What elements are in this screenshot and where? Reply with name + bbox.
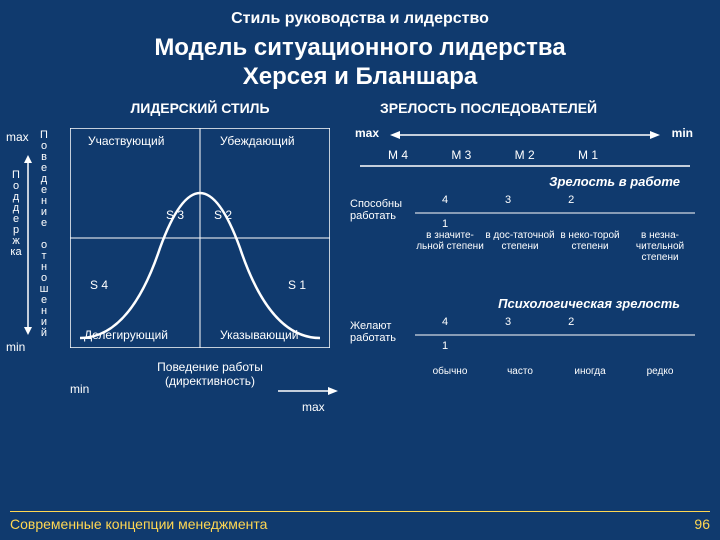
footer-text: Современные концепции менеджмента	[10, 516, 267, 532]
m4: М 4	[368, 148, 428, 162]
x-caption-l1: Поведение работы	[157, 360, 263, 374]
quad-selling: Убеждающий	[220, 134, 295, 148]
row1-label: Способны работать	[350, 198, 402, 222]
p-num-4: 4	[415, 316, 475, 328]
psy-maturity-header: Психологическая зрелость	[350, 296, 710, 311]
y-axis-arrow	[22, 155, 34, 335]
maturity-arrow	[390, 130, 660, 140]
maturity-max: max	[355, 126, 379, 140]
main-title: Модель ситуационного лидерства Херсея и …	[0, 34, 720, 92]
bell-chart: Участвующий Убеждающий Делегирующий Указ…	[70, 128, 330, 348]
s3-label: S 3	[166, 208, 184, 222]
m1: М 1	[558, 148, 618, 162]
follower-maturity-block: ЗРЕЛОСТЬ ПОСЛЕДОВАТЕЛЕЙ max min М 4 М 3 …	[350, 100, 710, 460]
quad-participating: Участвующий	[88, 134, 164, 148]
diagram-area: ЛИДЕРСКИЙ СТИЛЬ max Поддержка Поведение …	[0, 100, 720, 460]
m-levels: М 4 М 3 М 2 М 1	[368, 148, 618, 162]
w-num-4: 4	[415, 194, 475, 206]
w-num-3: 3	[478, 194, 538, 206]
work-maturity-header: Зрелость в работе	[350, 174, 710, 189]
s4-label: S 4	[90, 278, 108, 292]
maturity-min: min	[672, 126, 693, 140]
y-max-label: max	[6, 130, 29, 144]
quad-telling: Указывающий	[220, 328, 298, 342]
page-number: 96	[694, 516, 710, 532]
psy-maturity-ratings: 4 3 2 1 обычно часто иногда редко	[415, 316, 705, 377]
w-num-2: 2	[541, 194, 601, 206]
row2-label: Желают работать	[350, 320, 396, 344]
footer: Современные концепции менеджмента 96	[10, 511, 710, 532]
psy-captions: обычно часто иногда редко	[415, 366, 705, 377]
x-axis-arrow	[278, 386, 338, 396]
y-axis-behavior: Поведение отношений	[38, 130, 50, 339]
s1-label: S 1	[288, 278, 306, 292]
p-num-2: 2	[541, 316, 601, 328]
m2: М 2	[495, 148, 555, 162]
x-caption-l2: (директивность)	[165, 374, 255, 388]
quad-delegating: Делегирующий	[84, 328, 168, 342]
x-max-label: max	[302, 400, 325, 414]
x-min-label: min	[70, 382, 89, 396]
m-underline	[360, 164, 690, 168]
left-header: ЛИДЕРСКИЙ СТИЛЬ	[60, 100, 340, 116]
p-num-1: 1	[415, 340, 475, 352]
supertitle: Стиль руководства и лидерство	[0, 0, 720, 28]
leadership-style-block: ЛИДЕРСКИЙ СТИЛЬ max Поддержка Поведение …	[0, 100, 340, 460]
title-line1: Модель ситуационного лидерства	[154, 34, 565, 61]
y-min-label: min	[6, 340, 25, 354]
w-num-1: 1	[415, 218, 475, 230]
x-axis-caption: Поведение работы (директивность)	[110, 360, 310, 388]
y-axis-support: Поддержка	[10, 170, 22, 258]
chart-svg	[70, 128, 330, 348]
m3: М 3	[431, 148, 491, 162]
work-captions: в значите-льной степени в дос-таточной с…	[415, 230, 705, 263]
s2-label: S 2	[214, 208, 232, 222]
p-num-3: 3	[478, 316, 538, 328]
work-maturity-ratings: 4 3 2 1 в значите-льной степени в дос-та…	[415, 194, 705, 263]
title-line2: Херсея и Бланшара	[243, 63, 478, 90]
right-header: ЗРЕЛОСТЬ ПОСЛЕДОВАТЕЛЕЙ	[380, 100, 710, 116]
